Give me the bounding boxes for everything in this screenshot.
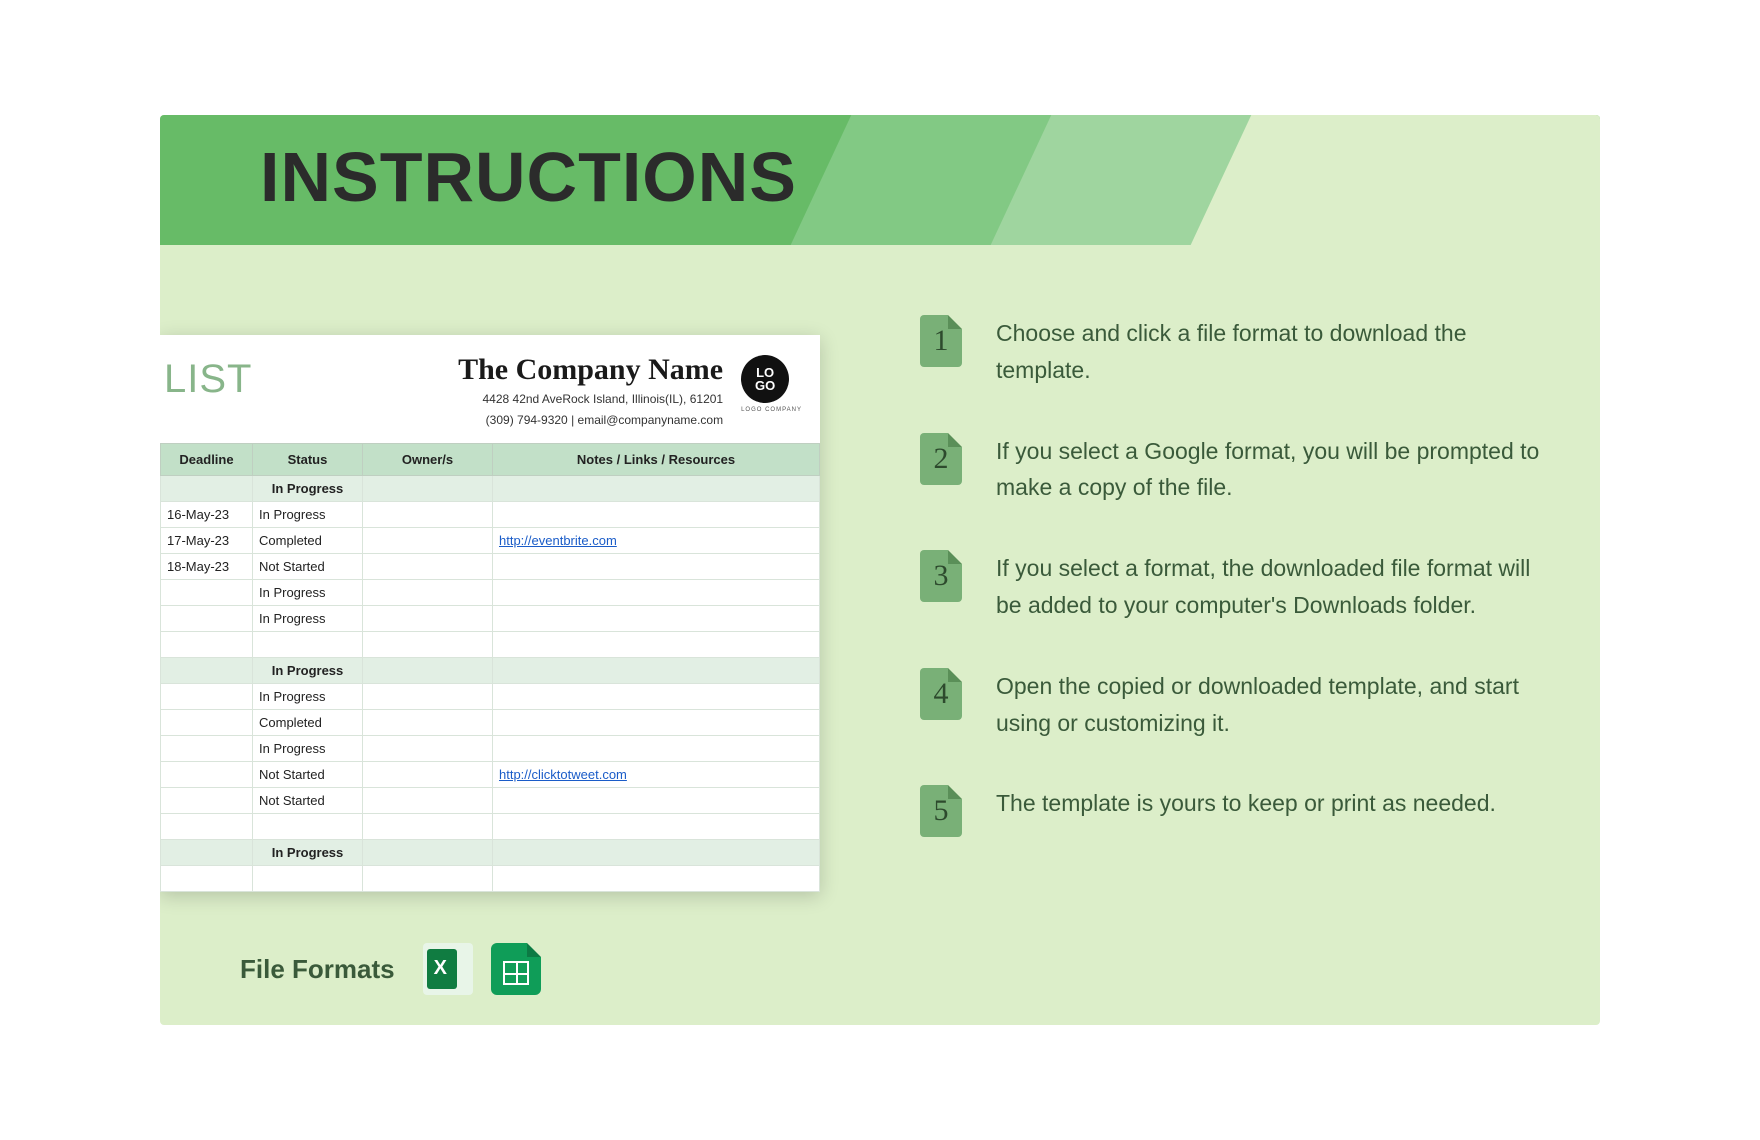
table-row: Not Started <box>161 787 820 813</box>
step-number: 3 <box>934 559 949 593</box>
table-row <box>161 631 820 657</box>
step-text: Open the copied or downloaded template, … <box>996 668 1556 742</box>
step-badge: 5 <box>920 785 962 837</box>
page-title: INSTRUCTIONS <box>260 137 797 217</box>
step-text: Choose and click a file format to downlo… <box>996 315 1556 389</box>
table-row: In Progress <box>161 657 820 683</box>
file-formats: File Formats <box>240 943 559 995</box>
list-label: LIST <box>160 357 252 402</box>
table-row: In Progress <box>161 605 820 631</box>
table-row <box>161 813 820 839</box>
table-row: Not Startedhttp://clicktotweet.com <box>161 761 820 787</box>
table-row: 18-May-23Not Started <box>161 553 820 579</box>
notes-link[interactable]: http://eventbrite.com <box>499 533 617 548</box>
checklist-table: Deadline Status Owner/s Notes / Links / … <box>160 443 820 892</box>
table-row: In Progress <box>161 475 820 501</box>
col-status: Status <box>253 443 363 475</box>
step-number: 4 <box>934 677 949 711</box>
step: 2 If you select a Google format, you wil… <box>920 433 1560 507</box>
step-number: 1 <box>934 324 949 358</box>
step-badge: 2 <box>920 433 962 485</box>
step: 3 If you select a format, the downloaded… <box>920 550 1560 624</box>
step-text: If you select a format, the downloaded f… <box>996 550 1556 624</box>
step-badge: 4 <box>920 668 962 720</box>
file-formats-label: File Formats <box>240 954 395 985</box>
google-sheets-icon[interactable] <box>491 943 541 995</box>
spreadsheet-preview: LIST The Company Name 4428 42nd AveRock … <box>160 335 820 892</box>
step: 5 The template is yours to keep or print… <box>920 785 1560 837</box>
company-logo: LO GO <box>741 355 789 403</box>
col-notes: Notes / Links / Resources <box>493 443 820 475</box>
company-contact: (309) 794-9320 | email@companyname.com <box>458 412 723 429</box>
table-row: In Progress <box>161 839 820 865</box>
table-row: In Progress <box>161 735 820 761</box>
step-badge: 3 <box>920 550 962 602</box>
company-address: 4428 42nd AveRock Island, Illinois(IL), … <box>458 391 723 408</box>
step: 4 Open the copied or downloaded template… <box>920 668 1560 742</box>
step-number: 2 <box>934 442 949 476</box>
notes-link[interactable]: http://clicktotweet.com <box>499 767 627 782</box>
col-deadline: Deadline <box>161 443 253 475</box>
table-row: In Progress <box>161 579 820 605</box>
excel-icon[interactable] <box>423 943 473 995</box>
table-row: In Progress <box>161 683 820 709</box>
table-row: 17-May-23Completedhttp://eventbrite.com <box>161 527 820 553</box>
step: 1 Choose and click a file format to down… <box>920 315 1560 389</box>
table-row: 16-May-23In Progress <box>161 501 820 527</box>
step-text: If you select a Google format, you will … <box>996 433 1556 507</box>
step-number: 5 <box>934 794 949 828</box>
company-logo-sub: LOGO COMPANY <box>741 407 802 413</box>
step-badge: 1 <box>920 315 962 367</box>
table-row: Completed <box>161 709 820 735</box>
instruction-steps: 1 Choose and click a file format to down… <box>920 315 1560 881</box>
step-text: The template is yours to keep or print a… <box>996 785 1496 822</box>
company-name: The Company Name <box>458 353 723 387</box>
col-owner: Owner/s <box>363 443 493 475</box>
table-row <box>161 865 820 891</box>
